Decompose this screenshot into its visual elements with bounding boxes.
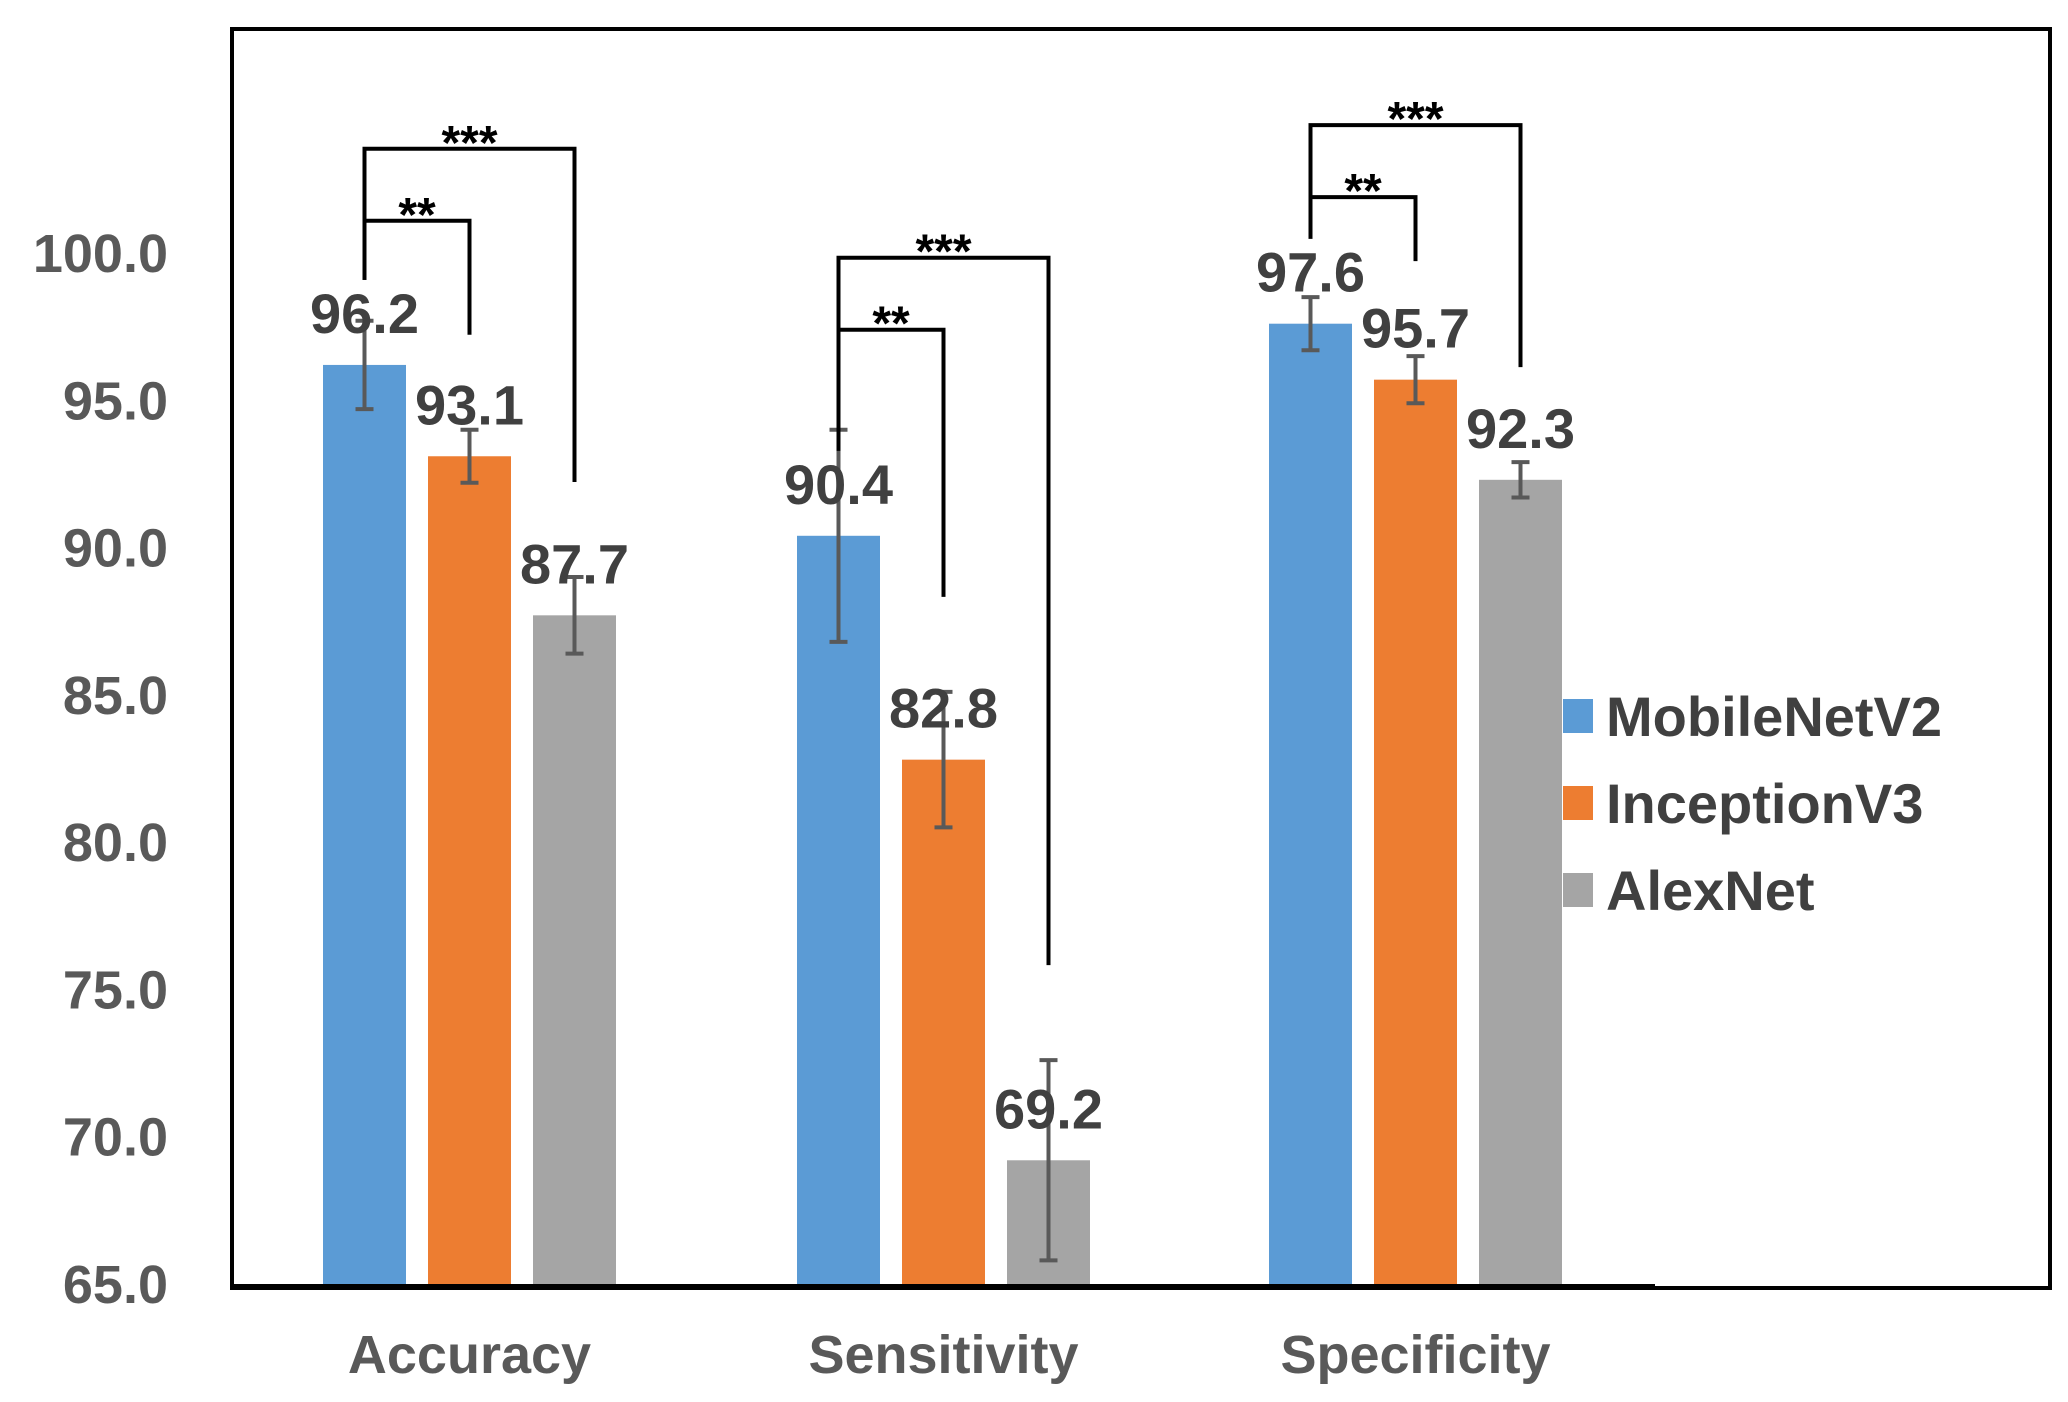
y-tick-label: 100.0 [33,224,168,284]
error-bar [1301,295,1320,353]
error-bar [1039,1058,1058,1263]
significance-label: *** [1387,93,1443,146]
legend-swatch [1563,873,1593,907]
y-tick-label: 80.0 [63,813,168,873]
data-label: 69.2 [994,1077,1103,1140]
bars [323,323,1562,1284]
legend-label: MobileNetV2 [1606,685,1942,748]
significance-bracket: *** [836,226,1051,966]
error-bar [460,427,479,485]
significance-bracket: *** [1308,93,1523,368]
y-axis-ticks: 65.0 70.0 75.0 80.0 85.0 90.0 95.0 100.0 [33,224,168,1315]
legend-swatch [1563,786,1593,820]
bar-inceptionv3-accuracy [428,456,511,1284]
bar-mobilenetv2-sensitivity [797,535,880,1284]
legend-swatch [1563,699,1593,733]
significance-label: *** [441,117,497,170]
data-label: 90.4 [784,453,893,516]
data-label: 96.2 [310,282,419,345]
data-label: 97.6 [1256,241,1365,304]
data-label: 82.8 [889,677,998,740]
x-category-label: Specificity [1280,1325,1550,1385]
error-bar [1406,354,1425,406]
data-label: 95.7 [1361,297,1470,360]
x-category-label: Accuracy [348,1325,591,1385]
y-tick-label: 85.0 [63,666,168,726]
y-tick-label: 75.0 [63,960,168,1020]
x-axis-categories: Accuracy Sensitivity Specificity [348,1325,1551,1385]
error-bar [355,318,374,412]
significance-label: ** [1344,165,1382,218]
significance-bracket: *** [362,117,577,483]
data-label: 92.3 [1466,397,1575,460]
bar-alexnet-accuracy [533,615,616,1284]
bar-alexnet-specificity [1479,479,1562,1284]
y-tick-label: 95.0 [63,371,168,431]
x-category-label: Sensitivity [808,1325,1078,1385]
error-bar [934,689,953,830]
significance-brackets: *************** [362,93,1523,966]
legend-label: AlexNet [1606,859,1815,922]
legend: MobileNetV2 InceptionV3 AlexNet [1563,685,1942,922]
data-label: 87.7 [520,532,629,595]
y-tick-label: 65.0 [63,1255,168,1315]
error-bar [565,575,584,656]
significance-label: *** [915,226,971,279]
significance-label: ** [872,298,910,351]
y-tick-label: 90.0 [63,519,168,579]
data-label: 93.1 [415,373,524,436]
bar-inceptionv3-specificity [1374,379,1457,1284]
error-bars [355,295,1530,1263]
bar-mobilenetv2-accuracy [323,364,406,1284]
bar-mobilenetv2-specificity [1269,323,1352,1284]
legend-label: InceptionV3 [1606,772,1923,835]
y-tick-label: 70.0 [63,1108,168,1168]
error-bar [1511,460,1530,500]
significance-label: ** [398,189,436,242]
bar-inceptionv3-sensitivity [902,759,985,1284]
data-labels: 96.2 90.4 97.6 93.1 82.8 95.7 87.7 69.2 92.3 [310,241,1575,1141]
